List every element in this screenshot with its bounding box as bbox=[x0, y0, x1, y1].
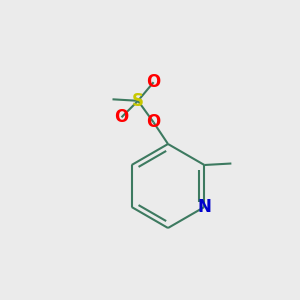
Text: O: O bbox=[146, 73, 161, 91]
Text: N: N bbox=[197, 198, 211, 216]
Text: O: O bbox=[114, 108, 129, 126]
Text: O: O bbox=[146, 113, 161, 131]
Text: S: S bbox=[132, 92, 144, 110]
